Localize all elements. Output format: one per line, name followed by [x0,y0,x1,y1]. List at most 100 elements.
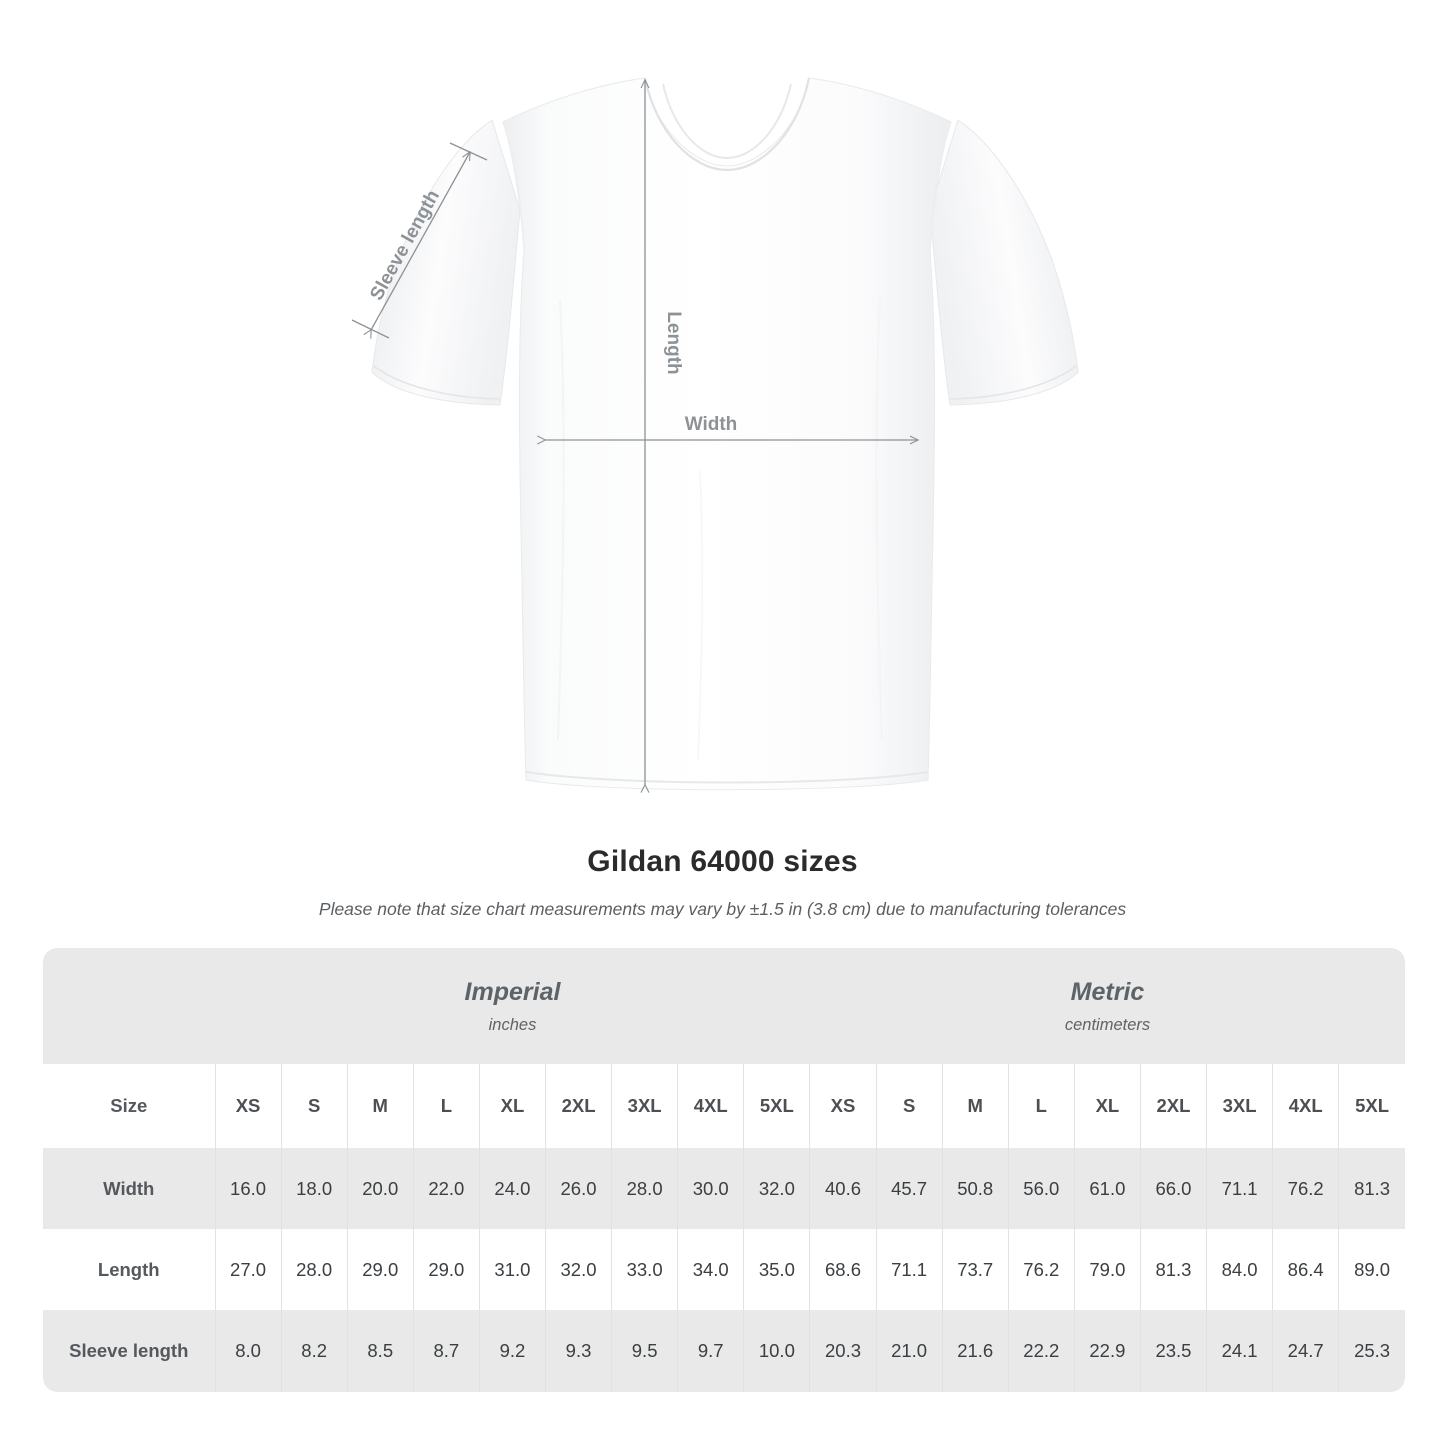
width-metric-4xl: 76.2 [1272,1148,1339,1229]
length-imperial-l: 29.0 [412,1229,480,1310]
length-metric-xs: 68.6 [809,1229,877,1310]
unit-system-header-row: Imperial inches Metric centimeters [43,948,1405,1064]
collar-rib [662,83,792,160]
width-metric-xs: 40.6 [809,1148,877,1229]
width-imperial-5xl: 32.0 [743,1148,810,1229]
length-metric-5xl: 89.0 [1338,1229,1405,1310]
length-metric-3xl: 84.0 [1206,1229,1273,1310]
sleeve-imperial-s: 8.2 [280,1310,348,1392]
sleeve-imperial-m: 8.5 [346,1310,414,1392]
right-shoulder-seam [929,121,952,251]
tshirt-body [502,77,952,791]
length-metric-xl: 79.0 [1073,1229,1141,1310]
row-label-sleeve-length: Sleeve length [43,1310,216,1392]
width-metric-2xl: 66.0 [1139,1148,1207,1229]
size-header-imperial-xs: XS [214,1064,282,1148]
sleeve-metric-5xl: 25.3 [1338,1310,1405,1392]
width-imperial-4xl: 30.0 [677,1148,744,1229]
width-metric-l: 56.0 [1007,1148,1075,1229]
fabric-fold-2 [875,299,883,741]
size-header-metric-5xl: 5XL [1338,1064,1405,1148]
right-sleeve-hem [949,365,1077,400]
width-imperial-xs: 16.0 [214,1148,282,1229]
width-metric-5xl: 81.3 [1338,1148,1405,1229]
length-imperial-m: 29.0 [346,1229,414,1310]
size-chart-table-container: Imperial inches Metric centimeters Size … [43,948,1405,1392]
size-header-metric-4xl: 4XL [1272,1064,1339,1148]
sleeve-imperial-4xl: 9.7 [677,1310,744,1392]
metric-sublabel: centimeters [1064,1015,1151,1034]
table-row-sleeve-length: Sleeve length 8.0 8.2 8.5 8.7 9.2 9.3 9.… [43,1310,1405,1392]
right-sleeve [929,119,1079,406]
sleeve-metric-xl: 22.9 [1073,1310,1141,1392]
width-label: Width [685,414,738,435]
row-label-length: Length [43,1229,216,1310]
length-imperial-3xl: 33.0 [611,1229,678,1310]
tolerance-note: Please note that size chart measurements… [318,899,1127,919]
width-metric-s: 45.7 [875,1148,943,1229]
size-header-imperial-l: L [412,1064,480,1148]
size-header-imperial-s: S [280,1064,348,1148]
table-row-width: Width 16.0 18.0 20.0 22.0 24.0 26.0 28.0… [43,1148,1405,1229]
length-metric-l: 76.2 [1007,1229,1075,1310]
width-dimension: Width [545,414,918,440]
length-dimension: Length [645,80,684,785]
sleeve-imperial-2xl: 9.3 [544,1310,612,1392]
size-header-imperial-4xl: 4XL [677,1064,744,1148]
table-row-length: Length 27.0 28.0 29.0 29.0 31.0 32.0 33.… [43,1229,1405,1310]
size-chart-heading: Gildan 64000 sizes Please note that size… [0,843,1445,921]
size-header-metric-l: L [1007,1064,1075,1148]
unit-header-metric: Metric centimeters [809,948,1405,1064]
size-header-metric-xs: XS [809,1064,877,1148]
length-imperial-s: 28.0 [280,1229,348,1310]
sleeve-metric-xs: 20.3 [809,1310,877,1392]
sleeve-imperial-xl: 9.2 [478,1310,546,1392]
size-row-label: Size [43,1064,216,1148]
width-imperial-3xl: 28.0 [611,1148,678,1229]
width-imperial-xl: 24.0 [478,1148,546,1229]
width-imperial-l: 22.0 [412,1148,480,1229]
sleeve-metric-3xl: 24.1 [1206,1310,1273,1392]
length-imperial-5xl: 35.0 [743,1229,810,1310]
length-imperial-xl: 31.0 [478,1229,546,1310]
size-header-imperial-5xl: 5XL [743,1064,810,1148]
width-metric-3xl: 71.1 [1206,1148,1273,1229]
sleeve-metric-4xl: 24.7 [1272,1310,1339,1392]
length-metric-4xl: 86.4 [1272,1229,1339,1310]
size-chart-table: Imperial inches Metric centimeters Size … [43,948,1405,1392]
size-header-imperial-3xl: 3XL [611,1064,678,1148]
metric-label: Metric [1070,977,1145,1006]
left-sleeve-hem [373,365,501,400]
left-shoulder-seam [502,121,525,251]
bottom-hem [525,771,929,784]
tshirt-graphic [371,77,1079,791]
size-header-metric-s: S [875,1064,943,1148]
length-label: Length [663,311,684,374]
size-header-imperial-2xl: 2XL [544,1064,612,1148]
fabric-fold-3 [697,469,703,761]
size-header-metric-2xl: 2XL [1139,1064,1207,1148]
size-header-metric-3xl: 3XL [1206,1064,1273,1148]
sleeve-imperial-5xl: 10.0 [743,1310,810,1392]
tshirt-measurement-diagram: Sleeve length Length Width [351,77,1079,830]
length-metric-m: 73.7 [941,1229,1009,1310]
width-imperial-s: 18.0 [280,1148,348,1229]
size-header-imperial-xl: XL [478,1064,546,1148]
sleeve-metric-l: 22.2 [1007,1310,1075,1392]
length-metric-2xl: 81.3 [1139,1229,1207,1310]
length-imperial-2xl: 32.0 [544,1229,612,1310]
collar-outer [643,77,811,172]
length-metric-s: 71.1 [875,1229,943,1310]
size-header-row: Size XS S M L XL 2XL 3XL 4XL 5XL XS S M … [43,1064,1405,1148]
sleeve-imperial-l: 8.7 [412,1310,480,1392]
width-imperial-m: 20.0 [346,1148,414,1229]
sleeve-length-arrow [371,152,470,330]
imperial-label: Imperial [464,977,561,1006]
size-header-metric-xl: XL [1073,1064,1141,1148]
sleeve-metric-2xl: 23.5 [1139,1310,1207,1392]
size-header-imperial-m: M [346,1064,414,1148]
page-title: Gildan 64000 sizes [587,845,858,878]
length-imperial-4xl: 34.0 [677,1229,744,1310]
unit-header-imperial: Imperial inches [215,948,810,1064]
width-metric-m: 50.8 [941,1148,1009,1229]
